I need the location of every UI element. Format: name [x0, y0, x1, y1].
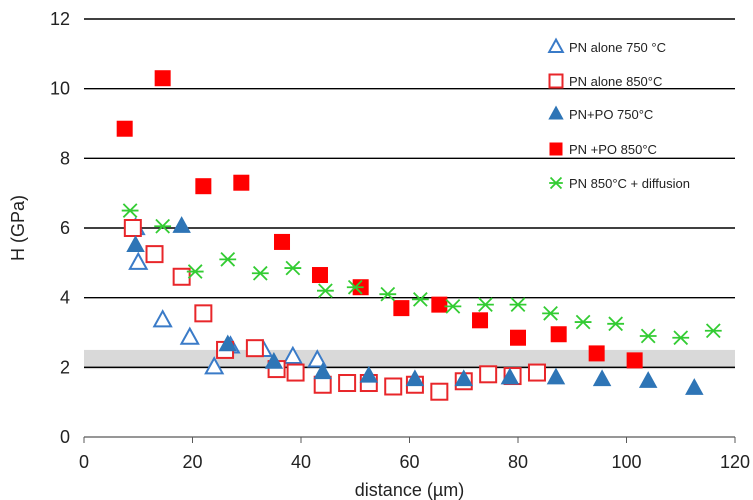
point-series-2-0 [126, 235, 145, 252]
x-tick-label-0: 0 [79, 452, 89, 472]
point-series-0-8 [307, 349, 328, 368]
point-series-1-11 [384, 377, 403, 396]
point-series-1-1 [145, 245, 164, 264]
y-axis-title: H (GPa) [8, 195, 28, 261]
point-series-2-3 [264, 351, 284, 369]
y-tick-label-0: 0 [60, 427, 70, 447]
point-series-3-9 [472, 312, 489, 329]
x-tick-label-80: 80 [508, 452, 528, 472]
point-series-2-11 [638, 371, 658, 388]
point-series-2-4 [313, 362, 332, 380]
point-series-3-1 [154, 70, 171, 87]
legend-marker-1 [548, 73, 564, 89]
x-tick-label-100: 100 [611, 452, 641, 472]
y-tick-label-12: 12 [50, 9, 70, 29]
point-series-0-1 [128, 251, 149, 270]
point-series-4-7 [346, 279, 364, 295]
point-series-1-3 [194, 304, 213, 323]
point-series-4-15 [607, 316, 625, 332]
point-series-4-13 [542, 305, 559, 321]
point-series-2-7 [454, 369, 473, 387]
point-series-1-15 [479, 365, 498, 384]
point-series-2-9 [546, 367, 566, 385]
point-series-4-2 [186, 264, 204, 279]
point-series-4-18 [704, 323, 722, 339]
point-series-3-13 [626, 352, 643, 369]
point-series-2-2 [218, 334, 238, 352]
y-tick-label-6: 6 [60, 218, 70, 238]
point-series-3-0 [116, 120, 133, 137]
point-series-0-3 [179, 326, 200, 345]
point-series-4-3 [219, 251, 237, 267]
point-series-4-6 [317, 283, 334, 299]
point-series-1-8 [313, 375, 332, 394]
point-series-4-0 [121, 203, 139, 218]
legend: PN alone 750 °C PN alone 850°C PN+PO 750°C… [547, 37, 690, 191]
point-series-4-16 [639, 328, 657, 344]
x-tick-label-20: 20 [182, 452, 202, 472]
point-series-0-4 [204, 356, 225, 375]
x-tick-label-120: 120 [720, 452, 750, 472]
y-tick-label-4: 4 [60, 288, 70, 308]
point-series-0-7 [282, 345, 303, 364]
legend-label-1: PN alone 850°C [569, 74, 662, 89]
point-series-1-7 [286, 363, 305, 382]
point-series-4-11 [477, 297, 494, 312]
point-series-1-9 [338, 374, 357, 393]
point-series-3-8 [431, 296, 448, 313]
point-series-4-14 [574, 314, 592, 330]
point-series-2-6 [405, 369, 425, 387]
point-series-4-8 [379, 286, 397, 302]
point-series-2-1 [172, 216, 191, 233]
point-series-3-7 [393, 300, 410, 317]
point-series-3-4 [274, 233, 291, 250]
point-series-2-5 [359, 365, 379, 383]
point-series-0-2 [152, 309, 173, 328]
point-series-4-12 [509, 297, 527, 312]
point-series-1-5 [245, 339, 264, 358]
point-series-4-10 [444, 299, 462, 314]
point-series-2-10 [592, 369, 612, 387]
point-series-3-3 [233, 174, 250, 191]
x-tick-label-60: 60 [399, 452, 419, 472]
point-series-4-5 [284, 260, 302, 276]
point-series-3-10 [510, 329, 526, 346]
point-series-4-17 [672, 330, 690, 346]
y-tick-label-10: 10 [50, 79, 70, 99]
y-tick-label-2: 2 [60, 357, 70, 377]
point-series-3-2 [195, 178, 212, 195]
point-series-4-4 [251, 265, 269, 281]
point-series-4-1 [154, 218, 172, 234]
point-series-1-13 [430, 382, 449, 401]
legend-label-2: PN+PO 750°C [569, 107, 653, 122]
legend-marker-2 [548, 105, 564, 120]
x-axis-title: distance (µm) [355, 480, 464, 500]
gridlines [84, 18, 735, 369]
data-points [116, 70, 722, 401]
point-series-3-11 [550, 326, 567, 343]
point-series-4-9 [411, 292, 429, 307]
point-series-3-12 [588, 345, 605, 362]
point-series-2-12 [685, 378, 704, 395]
legend-label-4: PN 850°C + diffusion [569, 176, 690, 191]
legend-marker-0 [547, 37, 565, 53]
legend-label-3: PN +PO 850°C [569, 142, 657, 157]
legend-marker-4 [549, 176, 563, 190]
point-series-1-0 [123, 219, 142, 237]
legend-label-0: PN alone 750 °C [569, 40, 666, 55]
x-tick-label-40: 40 [291, 452, 311, 472]
legend-marker-3 [549, 142, 563, 156]
point-series-1-17 [527, 363, 546, 382]
point-series-3-5 [311, 267, 328, 284]
point-series-2-8 [500, 367, 520, 385]
y-tick-label-8: 8 [60, 148, 70, 168]
